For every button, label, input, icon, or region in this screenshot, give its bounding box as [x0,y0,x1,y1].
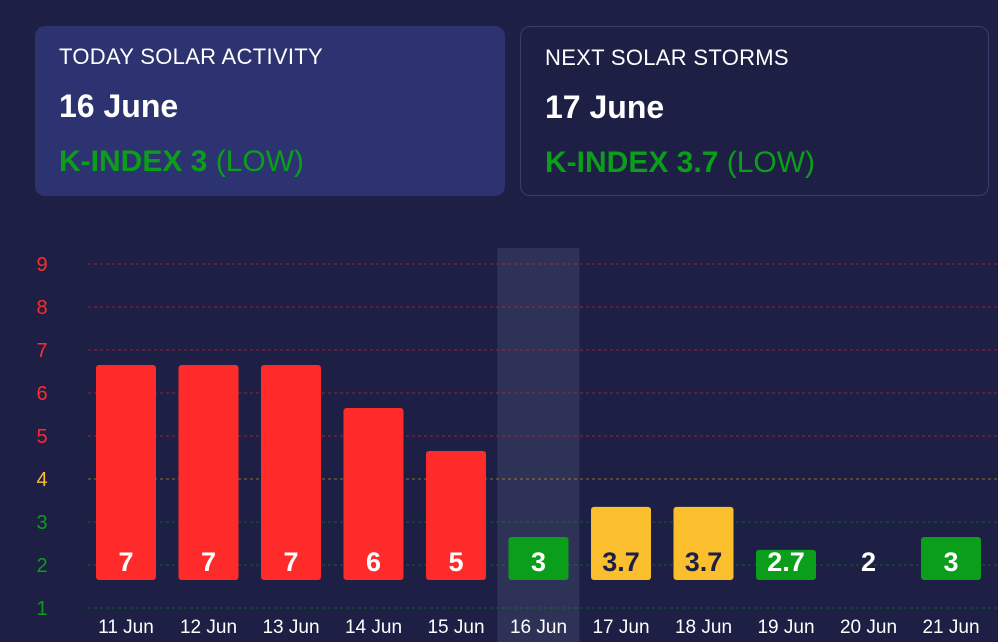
bar-value-label: 3 [943,547,958,577]
y-tick-label: 2 [36,555,47,577]
kindex-bar-chart: 1 2 3 4 5 6 7 8 9 7 11 Jun 7 12 Jun 7 13 Jun 6 14 Jun 5 15… [36,248,998,642]
bar-value-label: 7 [283,547,298,577]
bar-value-label: 3 [531,547,546,577]
next-storms-card: NEXT SOLAR STORMS 17 June K-INDEX 3.7 (L… [520,26,989,196]
today-kindex-level: (LOW) [215,145,305,178]
bar [508,537,569,580]
bar-value-label: 2.7 [767,547,805,577]
x-tick-label: 12 Jun [180,617,237,638]
bar-value-label: 7 [118,547,133,577]
next-kindex-level: (LOW) [726,146,816,179]
y-tick-label: 6 [36,383,47,405]
today-kindex-value: K-INDEX 3 [59,145,208,178]
x-tick-label: 21 Jun [922,617,979,638]
bar [96,365,156,580]
y-tick-label: 5 [36,426,47,448]
today-card-date: 16 June [59,88,179,124]
x-tick-label: 16 Jun [510,617,567,638]
x-tick-label: 19 Jun [757,617,814,638]
bar-value-label: 3.7 [685,547,723,577]
bar [426,451,486,580]
y-tick-label: 9 [36,254,47,276]
today-card-label: TODAY SOLAR ACTIVITY [59,44,323,69]
x-tick-label: 15 Jun [427,617,484,638]
y-tick-label: 7 [36,340,47,362]
next-kindex: K-INDEX 3.7 (LOW) [545,146,964,180]
bar [921,537,981,580]
bar [756,549,816,580]
bar-value-label: 7 [201,547,216,577]
y-tick-label: 3 [36,512,47,534]
x-tick-label: 20 Jun [840,617,897,638]
bar [261,365,321,580]
bar [591,506,651,580]
x-tick-label: 13 Jun [262,617,319,638]
today-kindex: K-INDEX 3 (LOW) [59,145,481,179]
x-tick-label: 18 Jun [675,617,732,638]
bar [673,506,734,580]
next-card-label: NEXT SOLAR STORMS [545,45,789,70]
x-tick-label: 14 Jun [345,617,402,638]
bar [343,408,404,580]
bar-value-label: 6 [366,547,381,577]
x-tick-label: 17 Jun [592,617,649,638]
y-tick-label: 4 [36,469,47,491]
x-tick-label: 11 Jun [98,617,154,638]
y-tick-label: 8 [36,297,47,319]
next-kindex-value: K-INDEX 3.7 [545,146,719,179]
bar-value-label: 3.7 [602,547,640,577]
y-tick-label: 1 [36,598,47,620]
bar [178,365,239,580]
next-card-date: 17 June [545,89,665,125]
bar-value-label: 5 [448,547,463,577]
today-activity-card: TODAY SOLAR ACTIVITY 16 June K-INDEX 3 (… [35,26,505,196]
bar-value-label: 2 [861,547,876,577]
